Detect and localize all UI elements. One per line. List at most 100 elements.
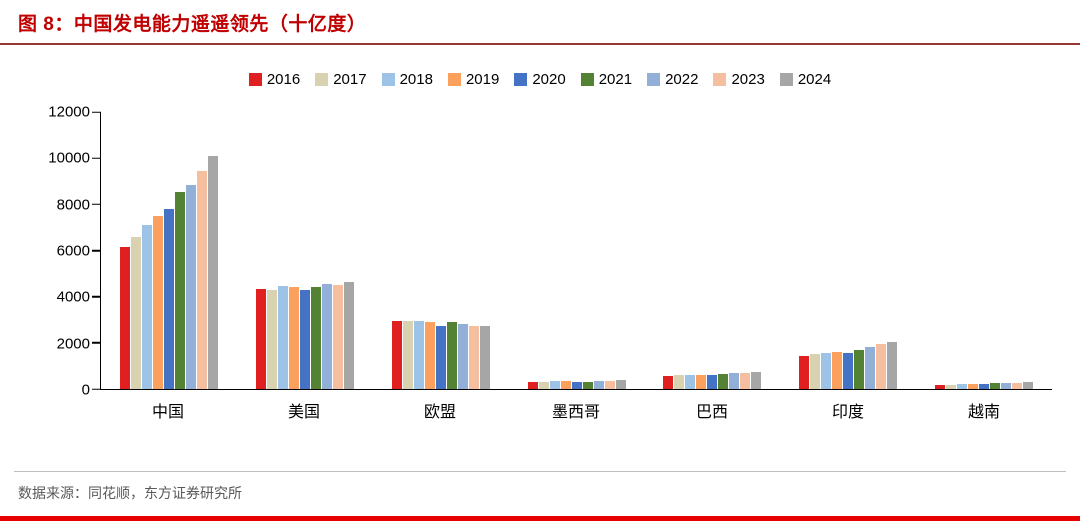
legend-item-2021: 2021: [580, 71, 632, 88]
bar-印度-2017: [810, 353, 821, 389]
bar-墨西哥-2023: [604, 381, 615, 389]
figure-number: 图 8：: [18, 14, 74, 35]
legend-item-2017: 2017: [315, 71, 367, 88]
x-axis-label-印度: 印度: [831, 404, 864, 421]
y-axis: 0 2000 4000 6000 8000 10000 12000: [38, 104, 100, 399]
bar-欧盟-2021: [446, 322, 457, 389]
legend-item-2020: 2020: [514, 71, 566, 88]
y-tick-mark: [92, 388, 101, 390]
y-tick-label: 6000: [56, 242, 90, 260]
bar-墨西哥-2020: [571, 381, 582, 389]
y-tick-label: 2000: [56, 335, 90, 353]
bar-美国-2021: [310, 287, 321, 389]
legend-label-2023: 2023: [731, 71, 765, 88]
bar-印度-2022: [865, 347, 876, 389]
bar-美国-2022: [321, 283, 332, 389]
legend-item-2016: 2016: [248, 71, 301, 88]
x-axis-label-中国: 中国: [151, 404, 184, 421]
x-axis-label-欧盟: 欧盟: [423, 404, 456, 421]
bar-欧盟-2016: [391, 320, 402, 389]
data-source-text: 数据来源：同花顺，东方证券研究所: [14, 471, 1066, 516]
bar-墨西哥-2021: [582, 381, 593, 389]
bar-中国-2018: [141, 224, 152, 389]
bar-墨西哥-2017: [538, 381, 549, 389]
y-tick-label: 12000: [48, 103, 90, 121]
x-axis-label-越南: 越南: [967, 404, 1000, 421]
legend-item-2023: 2023: [713, 71, 765, 88]
y-tick-mark: [92, 203, 101, 206]
bar-美国-2020: [299, 289, 310, 389]
bar-巴西-2020: [707, 374, 718, 389]
bar-美国-2018: [277, 286, 288, 389]
bar-巴西-2019: [696, 374, 707, 389]
bar-group-墨西哥: [509, 112, 645, 389]
bar-越南-2022: [1001, 383, 1012, 389]
bar-美国-2016: [255, 288, 266, 389]
bar-越南-2024: [1023, 382, 1034, 389]
legend-item-2022: 2022: [647, 71, 698, 88]
bar-印度-2019: [832, 351, 843, 389]
bar-越南-2019: [968, 383, 979, 389]
y-tick-label: 4000: [56, 288, 90, 306]
bar-美国-2017: [266, 289, 277, 389]
bar-越南-2016: [935, 384, 946, 389]
bar-越南-2023: [1012, 382, 1023, 389]
bar-墨西哥-2022: [593, 381, 604, 389]
bar-巴西-2017: [674, 375, 685, 389]
legend-label-2016: 2016: [266, 71, 301, 88]
bar-chart-plot: [92, 111, 1052, 390]
bar-巴西-2021: [718, 373, 729, 389]
legend: 2016 2017 2018 2019 2020 2021 2022 2023 2024: [0, 71, 1080, 88]
bar-中国-2023: [196, 170, 207, 389]
legend-swatch-2021: [580, 73, 594, 86]
bar-美国-2024: [343, 281, 354, 389]
x-axis-labels: 中国 美国 欧盟 墨西哥 巴西 印度 越南: [100, 398, 1052, 422]
bar-墨西哥-2016: [527, 381, 538, 389]
legend-swatch-2023: [713, 73, 727, 86]
bar-越南-2018: [957, 384, 968, 389]
figure-header: 图 8：中国发电能力遥遥领先（十亿度）: [0, 0, 1080, 45]
bar-group-美国: [237, 112, 373, 389]
bar-中国-2017: [130, 236, 141, 389]
legend-swatch-2016: [248, 73, 262, 86]
bar-印度-2024: [887, 342, 898, 389]
bar-中国-2022: [185, 184, 196, 389]
bar-巴西-2016: [663, 375, 674, 389]
bar-group-印度: [780, 112, 916, 389]
y-tick-mark: [92, 342, 101, 344]
bar-墨西哥-2018: [549, 381, 560, 389]
legend-swatch-2020: [514, 73, 528, 86]
legend-swatch-2018: [381, 73, 395, 86]
bar-印度-2016: [799, 355, 810, 389]
y-tick-label: 10000: [48, 149, 90, 167]
bar-印度-2021: [854, 349, 865, 389]
bar-巴西-2023: [740, 372, 751, 389]
bar-越南-2017: [946, 384, 957, 389]
bar-欧盟-2024: [479, 325, 490, 389]
y-tick-mark: [92, 157, 101, 159]
bar-越南-2021: [990, 383, 1001, 389]
legend-swatch-2024: [779, 73, 793, 86]
y-tick-mark: [92, 295, 101, 298]
bar-印度-2023: [876, 344, 887, 389]
bar-美国-2019: [288, 287, 299, 389]
legend-label-2018: 2018: [399, 71, 433, 88]
x-axis-label-墨西哥: 墨西哥: [551, 404, 600, 421]
legend-label-2024: 2024: [797, 71, 832, 88]
y-tick-label: 8000: [56, 196, 90, 214]
legend-label-2019: 2019: [465, 71, 500, 88]
bottom-rule: [0, 516, 1080, 521]
bar-中国-2016: [119, 247, 130, 389]
chart: 0 2000 4000 6000 8000 10000 12000: [38, 104, 1052, 399]
y-tick-mark: [92, 249, 101, 252]
bar-欧盟-2017: [402, 320, 413, 389]
bar-印度-2020: [843, 353, 854, 389]
bar-欧盟-2020: [435, 325, 446, 389]
legend-item-2024: 2024: [779, 71, 832, 88]
legend-swatch-2019: [447, 73, 461, 86]
legend-item-2019: 2019: [447, 71, 500, 88]
bar-巴西-2024: [751, 371, 762, 389]
bar-group-巴西: [644, 112, 780, 389]
bar-欧盟-2018: [413, 320, 424, 389]
figure-title: 中国发电能力遥遥领先（十亿度）: [73, 14, 367, 35]
